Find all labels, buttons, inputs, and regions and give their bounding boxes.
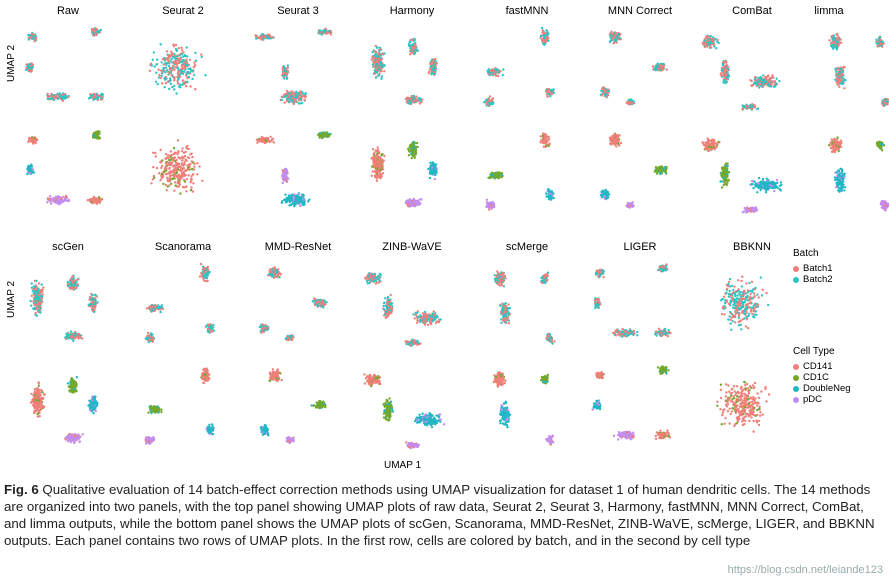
doubleneg-label: DoubleNeg bbox=[803, 383, 851, 394]
figure-caption: Fig. 6 Qualitative evaluation of 14 batc… bbox=[4, 481, 884, 549]
umap-plots bbox=[24, 26, 889, 450]
umap-panel bbox=[150, 139, 204, 195]
cd141-swatch bbox=[793, 363, 799, 370]
method-title-mnn-correct: MNN Correct bbox=[607, 5, 673, 17]
batch1-swatch bbox=[793, 265, 799, 272]
pdc-label: pDC bbox=[803, 394, 823, 405]
celltype-legend-item: CD1C bbox=[793, 372, 829, 383]
method-title-seurat-2: Seurat 2 bbox=[162, 5, 204, 17]
umap-figure: UMAP 2 UMAP 2 UMAP 1 Batch Batch1 Batch2… bbox=[6, 5, 889, 471]
umap-panel bbox=[370, 140, 438, 208]
y-axis-label-top: UMAP 2 bbox=[6, 44, 17, 82]
umap-panel bbox=[720, 275, 770, 331]
method-title-bbknn: BBKNN bbox=[733, 241, 771, 253]
umap-panel bbox=[701, 34, 781, 111]
umap-panel bbox=[483, 26, 555, 108]
method-title-seurat-3: Seurat 3 bbox=[277, 5, 319, 17]
batch1-label: Batch1 bbox=[803, 263, 833, 274]
umap-panel bbox=[370, 37, 438, 106]
umap-panel bbox=[593, 263, 672, 338]
umap-panel bbox=[144, 262, 215, 344]
figure-label: Fig. 6 bbox=[4, 482, 39, 497]
umap-panel bbox=[485, 132, 555, 211]
umap-panel bbox=[599, 30, 668, 106]
method-title-limma: limma bbox=[814, 5, 844, 17]
umap-panel bbox=[258, 266, 328, 342]
method-title-scmerge: scMerge bbox=[505, 241, 549, 253]
umap-panel bbox=[26, 130, 104, 206]
batch-legend-item: Batch2 bbox=[793, 274, 833, 285]
pdc-swatch bbox=[793, 396, 799, 403]
y-axis-label-bottom: UMAP 2 bbox=[6, 280, 17, 318]
umap-panel bbox=[24, 27, 105, 103]
method-title-combat: ComBat bbox=[732, 5, 772, 17]
cd141-label: CD141 bbox=[803, 361, 833, 372]
umap-panel bbox=[144, 367, 215, 445]
celltype-legend-item: CD141 bbox=[793, 361, 833, 372]
batch2-swatch bbox=[793, 276, 799, 283]
method-title-scanorama: Scanorama bbox=[154, 241, 212, 253]
celltype-legend-item: pDC bbox=[793, 394, 822, 405]
umap-panel bbox=[492, 371, 555, 446]
umap-panel bbox=[716, 380, 771, 433]
umap-panel bbox=[259, 368, 327, 445]
batch-legend-title: Batch bbox=[793, 248, 819, 259]
celltype-legend-title: Cell Type bbox=[793, 346, 835, 357]
caption-text: Qualitative evaluation of 14 batch-effec… bbox=[4, 482, 875, 548]
umap-panel bbox=[599, 132, 668, 209]
umap-panel bbox=[254, 27, 333, 106]
method-title-mmd-resnet: MMD-ResNet bbox=[264, 241, 332, 253]
method-title-harmony: Harmony bbox=[389, 5, 435, 17]
umap-panel bbox=[591, 365, 672, 441]
method-title-zinb-wave: ZINB-WaVE bbox=[382, 241, 442, 253]
umap-panel bbox=[29, 274, 99, 343]
method-title-liger: LIGER bbox=[623, 241, 657, 253]
umap-panel bbox=[363, 373, 446, 450]
umap-panel bbox=[701, 137, 783, 214]
method-title-fastmnn: fastMNN bbox=[505, 5, 549, 17]
cd1c-swatch bbox=[793, 374, 799, 381]
x-axis-label: UMAP 1 bbox=[384, 460, 422, 471]
umap-panel bbox=[828, 32, 889, 108]
doubleneg-swatch bbox=[793, 385, 799, 392]
cd1c-label: CD1C bbox=[803, 372, 829, 383]
method-title-scgen: scGen bbox=[52, 241, 84, 253]
umap-panel bbox=[493, 270, 556, 345]
umap-panel bbox=[364, 271, 442, 348]
umap-panel bbox=[148, 43, 207, 95]
umap-panel bbox=[29, 376, 99, 445]
umap-panel bbox=[828, 136, 889, 212]
method-title-raw: Raw bbox=[56, 5, 79, 17]
umap-panel bbox=[255, 131, 332, 208]
batch2-label: Batch2 bbox=[803, 274, 833, 285]
celltype-legend-item: DoubleNeg bbox=[793, 383, 851, 394]
watermark: https://blog.csdn.net/leiande123 bbox=[727, 564, 883, 576]
batch-legend-item: Batch1 bbox=[793, 263, 833, 274]
